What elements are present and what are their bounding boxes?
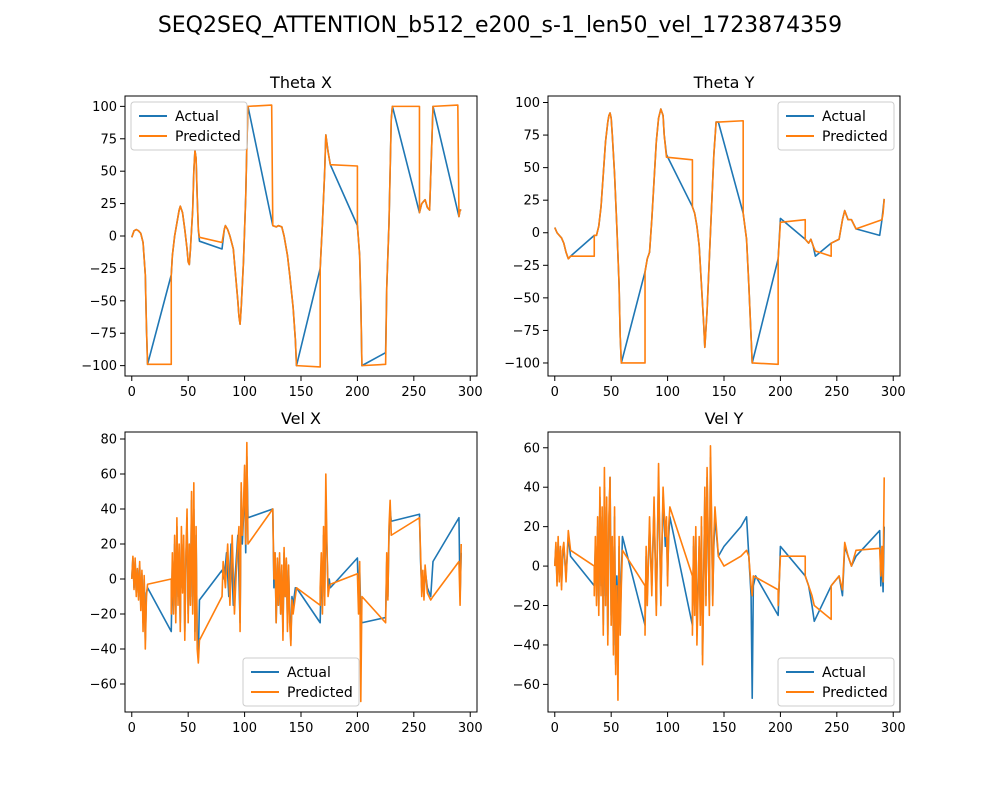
vel-x-xtick-label: 50 — [180, 721, 197, 736]
theta-y-ytick-label: 100 — [515, 96, 540, 111]
vel-y-ytick-label: −20 — [513, 599, 540, 614]
theta-y-legend-label-actual: Actual — [822, 109, 866, 125]
theta-x-series-predicted-line — [131, 104, 462, 368]
theta-x-xtick-label: 250 — [401, 385, 426, 400]
theta-y-ytick-label: −50 — [513, 291, 540, 306]
theta-y-xtick-label: 150 — [712, 385, 737, 400]
theta-x-legend-label-predicted: Predicted — [175, 129, 241, 145]
vel-x-xtick-label: 300 — [458, 721, 483, 736]
theta-x-ytick-label: 25 — [100, 197, 117, 212]
theta-y-legend: Actual Predicted — [777, 101, 895, 151]
vel-y-xtick-label: 200 — [768, 721, 793, 736]
vel-x-ytick-label: 0 — [109, 573, 117, 588]
vel-x-ytick-label: −40 — [90, 643, 117, 658]
theta-y-xtick-label: 0 — [551, 385, 559, 400]
theta-x-xtick-label: 300 — [458, 385, 483, 400]
theta-x-legend-box — [130, 101, 248, 151]
theta-y-xtick-label: 50 — [603, 385, 620, 400]
theta-y-xtick-label: 200 — [768, 385, 793, 400]
vel-y-legend: Actual Predicted — [777, 657, 895, 707]
vel-x-xtick-label: 150 — [289, 721, 314, 736]
vel-x-xtick-label: 0 — [128, 721, 136, 736]
vel-y-ytick-label: 60 — [523, 441, 540, 456]
vel-x-ytick-label: 20 — [100, 538, 117, 553]
theta-y-legend-box — [777, 101, 895, 151]
vel-x-xtick-label: 200 — [345, 721, 370, 736]
theta-x-legend: Actual Predicted — [130, 101, 248, 151]
theta-y-ytick-label: 50 — [523, 161, 540, 176]
theta-y-xtick-label: 250 — [824, 385, 849, 400]
theta-x-legend-label-actual: Actual — [175, 109, 219, 125]
theta-y-ytick-label: 0 — [532, 226, 540, 241]
theta-y-legend-label-predicted: Predicted — [822, 129, 888, 145]
vel-y-ytick-label: 40 — [523, 481, 540, 496]
vel-y-xtick-label: 0 — [551, 721, 559, 736]
vel-y-subplot: Vel Y 0 50 100 150 200 250 300 −60 −40 −20 0 20 40 60 A… — [513, 409, 906, 736]
theta-x-ytick-label: 100 — [92, 100, 117, 115]
vel-x-subplot: Vel X 0 50 100 150 200 250 300 −60 −40 −20 0 20 40 60 8… — [90, 409, 483, 736]
vel-y-series-predicted-line — [553, 444, 886, 701]
theta-y-title: Theta Y — [693, 73, 755, 92]
theta-x-ytick-label: 75 — [100, 132, 117, 147]
vel-x-ytick-label: 80 — [100, 433, 117, 448]
theta-x-ytick-label: −25 — [90, 262, 117, 277]
figure-title: SEQ2SEQ_ATTENTION_b512_e200_s-1_len50_ve… — [158, 13, 842, 38]
vel-y-ytick-label: −60 — [513, 678, 540, 693]
theta-y-series-predicted-line — [554, 108, 886, 366]
vel-x-ytick-label: 60 — [100, 468, 117, 483]
theta-x-ytick-label: −100 — [81, 359, 117, 374]
vel-x-ytick-label: −60 — [90, 678, 117, 693]
vel-x-legend: Actual Predicted — [242, 657, 360, 707]
theta-x-ytick-label: −75 — [90, 327, 117, 342]
theta-y-xtick-label: 300 — [881, 385, 906, 400]
theta-x-xtick-label: 50 — [180, 385, 197, 400]
theta-x-subplot: Theta X 0 50 100 150 200 250 300 −100 −75 −50 −25 0 2… — [81, 73, 482, 400]
theta-x-title: Theta X — [269, 73, 332, 92]
vel-x-series-predicted-line — [130, 441, 463, 703]
vel-y-legend-label-actual: Actual — [822, 665, 866, 681]
theta-x-ytick-label: 0 — [109, 230, 117, 245]
theta-y-ytick-label: −75 — [513, 324, 540, 339]
vel-y-xtick-label: 300 — [881, 721, 906, 736]
theta-y-ytick-label: −25 — [513, 259, 540, 274]
vel-x-ytick-label: −20 — [90, 608, 117, 623]
vel-y-xtick-label: 250 — [824, 721, 849, 736]
vel-y-xtick-label: 100 — [655, 721, 680, 736]
theta-y-ytick-label: −100 — [504, 356, 540, 371]
vel-x-title: Vel X — [281, 409, 321, 428]
subplots: Theta X0 50 100 150 200 250 300−100−75−50−2502… — [81, 73, 905, 736]
theta-x-xtick-label: 100 — [232, 385, 257, 400]
vel-y-legend-box — [777, 657, 895, 707]
theta-x-ytick-label: −50 — [90, 294, 117, 309]
vel-x-xtick-label: 100 — [232, 721, 257, 736]
vel-y-legend-label-predicted: Predicted — [822, 685, 888, 701]
vel-x-ytick-label: 40 — [100, 503, 117, 518]
vel-y-xtick-label: 50 — [603, 721, 620, 736]
theta-x-xtick-label: 0 — [128, 385, 136, 400]
vel-x-xtick-label: 250 — [401, 721, 426, 736]
theta-y-ytick-label: 75 — [523, 129, 540, 144]
vel-x-legend-label-actual: Actual — [287, 665, 331, 681]
theta-x-xtick-label: 200 — [345, 385, 370, 400]
vel-y-title: Vel Y — [705, 409, 744, 428]
vel-x-legend-label-predicted: Predicted — [287, 685, 353, 701]
theta-y-xtick-label: 100 — [655, 385, 680, 400]
vel-y-ytick-label: 0 — [532, 560, 540, 575]
theta-x-xtick-label: 150 — [289, 385, 314, 400]
vel-y-xtick-label: 150 — [712, 721, 737, 736]
vel-y-ytick-label: −40 — [513, 638, 540, 653]
theta-x-ytick-label: 50 — [100, 165, 117, 180]
theta-y-subplot: Theta Y 0 50 100 150 200 250 300 −100 −75 −50 −25 0 2… — [504, 73, 905, 400]
vel-y-ytick-label: 20 — [523, 520, 540, 535]
theta-y-ytick-label: 25 — [523, 194, 540, 209]
vel-x-legend-box — [242, 657, 360, 707]
